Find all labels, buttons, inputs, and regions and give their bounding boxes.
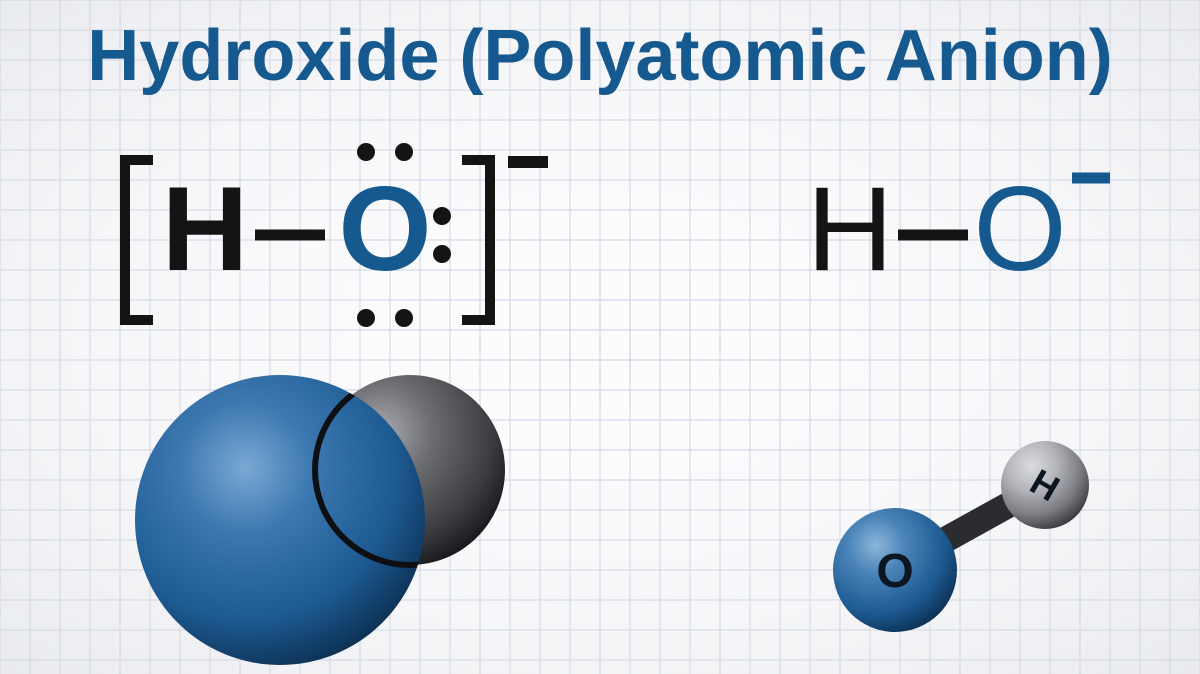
lone-pair-dot: [433, 207, 451, 225]
page-title: Hydroxide (Polyatomic Anion): [87, 16, 1112, 96]
lone-pair-dot: [395, 309, 413, 327]
diagram-svg: Hydroxide (Polyatomic Anion) H O H O: [0, 0, 1200, 674]
lewis-o-label: O: [338, 162, 431, 296]
condensed-o-label: O: [973, 162, 1066, 296]
diagram-stage: Hydroxide (Polyatomic Anion) H O H O: [0, 0, 1200, 674]
lone-pair-dot: [395, 143, 413, 161]
lone-pair-dot: [357, 309, 375, 327]
condensed-h-label: H: [807, 162, 894, 296]
ball-stick-o-label: O: [876, 545, 913, 598]
lone-pair-dot: [433, 245, 451, 263]
lone-pair-dot: [357, 143, 375, 161]
space-fill-oxygen: [135, 375, 425, 665]
lewis-h-label: H: [162, 162, 249, 296]
